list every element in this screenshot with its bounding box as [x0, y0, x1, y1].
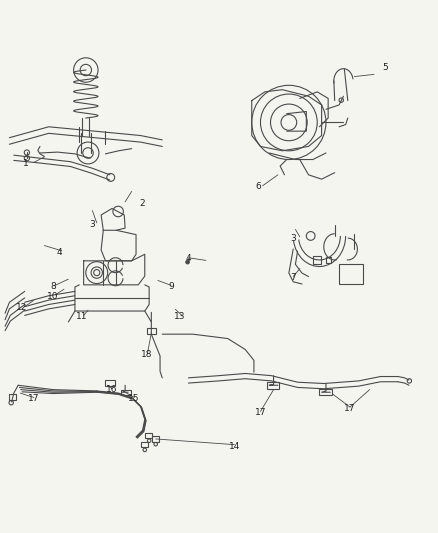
Text: 7: 7 — [290, 273, 296, 282]
Bar — [121, 390, 131, 395]
Bar — [9, 394, 16, 400]
Text: 14: 14 — [229, 442, 240, 451]
Text: 4: 4 — [57, 248, 63, 256]
Text: 3: 3 — [290, 233, 296, 243]
Bar — [152, 437, 159, 441]
Text: 12: 12 — [16, 303, 27, 312]
Bar — [106, 379, 115, 386]
Text: 9: 9 — [168, 282, 174, 291]
Text: 2: 2 — [140, 199, 145, 208]
Bar — [313, 256, 321, 264]
Bar — [147, 328, 155, 334]
Text: 4: 4 — [186, 254, 191, 263]
Text: 17: 17 — [255, 408, 266, 417]
Text: 3: 3 — [89, 220, 95, 229]
Circle shape — [186, 261, 189, 264]
Text: 16: 16 — [106, 385, 118, 394]
Text: 6: 6 — [255, 182, 261, 191]
Text: 1: 1 — [23, 159, 29, 168]
Text: 13: 13 — [174, 312, 185, 321]
Bar — [326, 257, 331, 263]
Text: 17: 17 — [28, 394, 39, 403]
Text: 18: 18 — [141, 350, 153, 359]
Bar — [339, 264, 363, 284]
Bar — [145, 433, 152, 438]
Bar — [267, 382, 279, 389]
Text: 10: 10 — [47, 292, 59, 301]
Text: 5: 5 — [382, 63, 388, 72]
Bar — [319, 389, 332, 395]
Text: 15: 15 — [128, 394, 140, 403]
Text: 17: 17 — [344, 404, 356, 413]
Text: 11: 11 — [76, 312, 87, 321]
Text: 8: 8 — [50, 282, 56, 291]
Bar — [141, 442, 148, 447]
